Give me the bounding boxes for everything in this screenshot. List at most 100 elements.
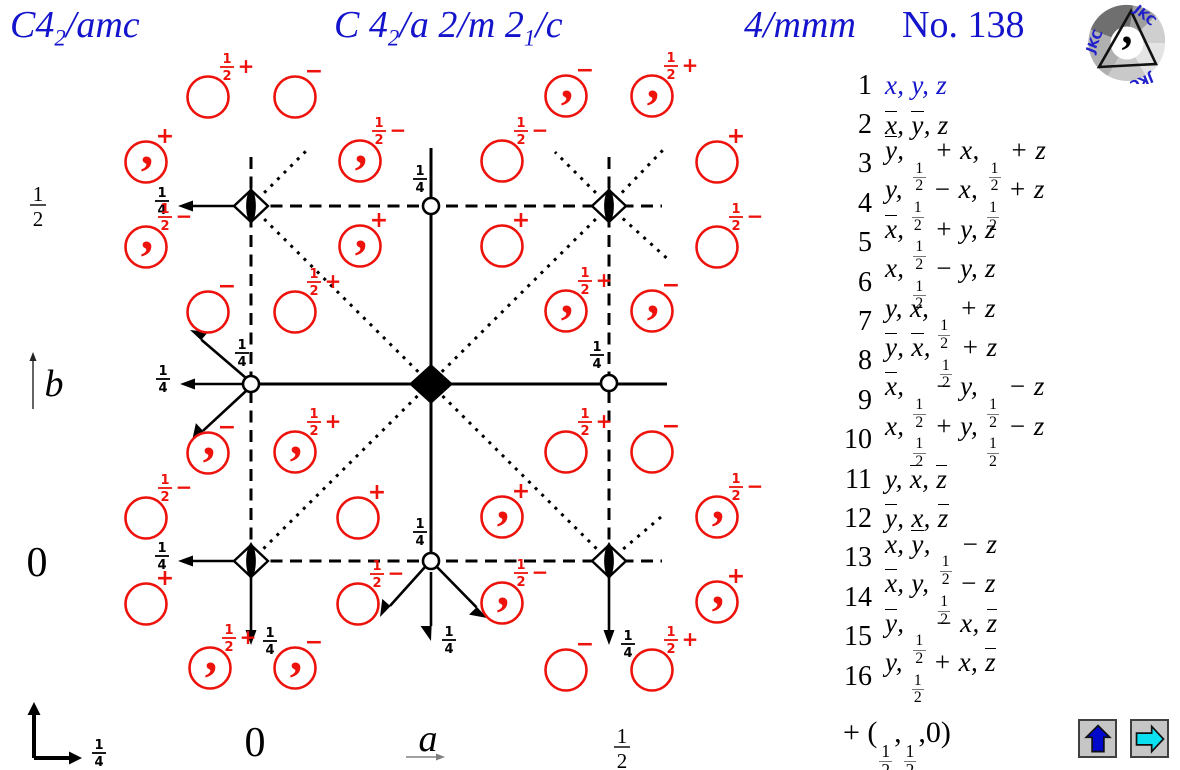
atom-height-fraction: 12 <box>578 266 592 298</box>
svg-text:1: 1 <box>666 51 675 66</box>
position-number: 1 <box>858 69 872 101</box>
atom-height-fraction: 12 <box>307 267 321 299</box>
svg-text:1: 1 <box>444 625 453 640</box>
position-coordinates: y, x, z <box>885 503 949 534</box>
svg-text:+: + <box>325 409 342 433</box>
position-number: 15 <box>844 621 872 653</box>
quarter-height-label: 14 <box>413 517 427 549</box>
up-button[interactable] <box>1078 719 1117 758</box>
svg-text:1: 1 <box>580 407 589 422</box>
atom-height-label: + <box>240 625 257 649</box>
axis-arrow-head <box>27 702 41 715</box>
inversion-center-symbol <box>599 373 619 393</box>
svg-text:,: , <box>205 625 218 681</box>
atom-comma-circle: , <box>338 203 382 268</box>
jkc-logo[interactable]: , JKC JKC JKC <box>1086 2 1168 84</box>
svg-text:2: 2 <box>374 133 383 148</box>
atom-height-fraction: 12 <box>578 407 592 439</box>
svg-text:−: − <box>388 561 405 585</box>
svg-text:2: 2 <box>666 68 675 83</box>
atom-height-label: + <box>325 409 342 433</box>
fourfold-screw-axis-symbol <box>590 542 628 580</box>
atom-height-label: − <box>662 273 680 298</box>
position-number: 7 <box>858 306 872 338</box>
quarter-height-label: 14 <box>590 340 604 372</box>
svg-text:2: 2 <box>33 207 44 231</box>
svg-text:1: 1 <box>309 407 318 422</box>
axis-arrow-head <box>178 200 193 212</box>
svg-text:1: 1 <box>580 266 589 281</box>
svg-text:1: 1 <box>160 202 169 217</box>
svg-text:1: 1 <box>617 724 628 748</box>
svg-text:+: + <box>156 566 174 591</box>
atom-height-label: − <box>388 561 405 585</box>
position-row[interactable]: 11 y, x, z <box>838 460 1178 499</box>
svg-text:+: + <box>240 625 257 649</box>
svg-text:1: 1 <box>157 541 166 556</box>
atom-comma-circle: , <box>630 268 674 333</box>
quarter-height-label: 14 <box>156 364 170 396</box>
atom-comma-circle: , <box>188 625 232 690</box>
svg-text:,: , <box>712 559 725 615</box>
position-number: 6 <box>858 266 872 298</box>
position-row[interactable]: 12 y, x, z <box>838 499 1178 538</box>
up-arrow-icon <box>1083 723 1112 752</box>
svg-text:1: 1 <box>224 623 233 638</box>
spacegroup-number: No. 138 <box>902 4 1025 46</box>
svg-text:+: + <box>727 564 745 589</box>
svg-text:4: 4 <box>94 755 103 770</box>
atom-height-fraction: 12 <box>370 559 384 591</box>
svg-text:1: 1 <box>415 517 424 532</box>
atom-circle <box>273 290 317 334</box>
quarter-height-label: 14 <box>155 186 169 218</box>
svg-text:1: 1 <box>309 267 318 282</box>
svg-text:+: + <box>727 124 745 149</box>
axis-arrow-shaft <box>202 390 247 432</box>
svg-text:2: 2 <box>372 576 381 591</box>
atom-height-label: − <box>662 414 680 439</box>
axis-arrow-head <box>603 630 615 645</box>
atom-height-label: + <box>727 564 745 589</box>
atom-height-label: + <box>596 268 613 292</box>
svg-text:−: − <box>532 118 549 142</box>
svg-text:−: − <box>662 273 680 298</box>
svg-text:1: 1 <box>160 473 169 488</box>
position-row[interactable]: 1 x, y, z <box>838 66 1178 105</box>
atom-height-label: + <box>368 480 386 505</box>
svg-text:,: , <box>355 203 368 259</box>
atom-height-label: − <box>532 560 549 584</box>
position-number: 16 <box>844 660 872 692</box>
position-number: 8 <box>858 345 872 377</box>
left-half-label: 12 <box>30 182 46 231</box>
spacegroup-symbol-short: C42/amc <box>10 4 140 51</box>
origin-quarter-label: 14 <box>92 738 106 770</box>
next-button[interactable] <box>1130 719 1169 758</box>
position-number: 12 <box>844 502 872 534</box>
position-row[interactable]: 2 x, y, z <box>838 105 1178 144</box>
svg-text:2: 2 <box>580 424 589 439</box>
svg-text:+: + <box>512 208 530 233</box>
position-coordinates: y, x, z <box>885 464 948 495</box>
atom-height-label: − <box>576 632 594 657</box>
svg-text:2: 2 <box>160 490 169 505</box>
atom-height-fraction: 12 <box>307 407 321 439</box>
atom-comma-circle: , <box>544 268 588 333</box>
svg-text:1: 1 <box>265 626 274 641</box>
svg-text:2: 2 <box>222 69 231 84</box>
svg-text:1: 1 <box>623 629 632 644</box>
atom-height-label: − <box>305 630 323 655</box>
